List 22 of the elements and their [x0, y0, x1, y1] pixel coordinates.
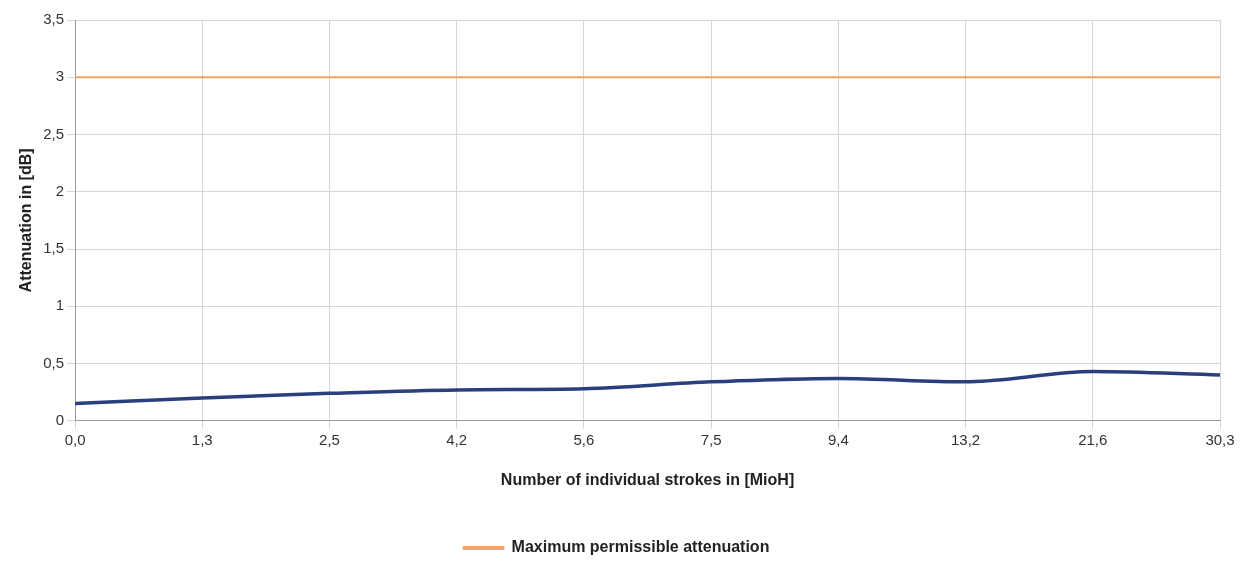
y-tick-label: 3 — [55, 67, 65, 85]
x-tick-label: 4,2 — [446, 430, 468, 448]
y-tick-label: 0 — [55, 410, 65, 428]
line-series — [73, 369, 1222, 406]
y-tick-label: 1,5 — [43, 239, 65, 257]
x-tick-label: 1,3 — [191, 430, 213, 448]
y-tick-label: 3,5 — [43, 10, 65, 28]
x-tick-label: 2,5 — [319, 430, 340, 448]
legend-label: Maximum permissible attenuation — [511, 538, 770, 556]
x-tick-label: 7,5 — [700, 430, 722, 448]
y-axis-title: Attenuation in [dB] — [17, 148, 35, 293]
x-tick-label: 21,6 — [1078, 430, 1108, 448]
x-tick-label: 9,4 — [827, 430, 849, 448]
x-tick-label: 13,2 — [950, 430, 981, 448]
x-tick-label: 0,0 — [64, 430, 86, 448]
x-tick-label: 5,6 — [573, 430, 595, 448]
y-tick-label: 2,5 — [43, 124, 65, 142]
y-tick-label: 2 — [55, 181, 65, 199]
y-tick-label: 1 — [55, 296, 65, 314]
x-axis-title: Number of individual strokes in [MioH] — [500, 470, 795, 488]
x-tick-label: 30,3 — [1205, 430, 1235, 448]
y-tick-label: 0,5 — [43, 353, 65, 371]
